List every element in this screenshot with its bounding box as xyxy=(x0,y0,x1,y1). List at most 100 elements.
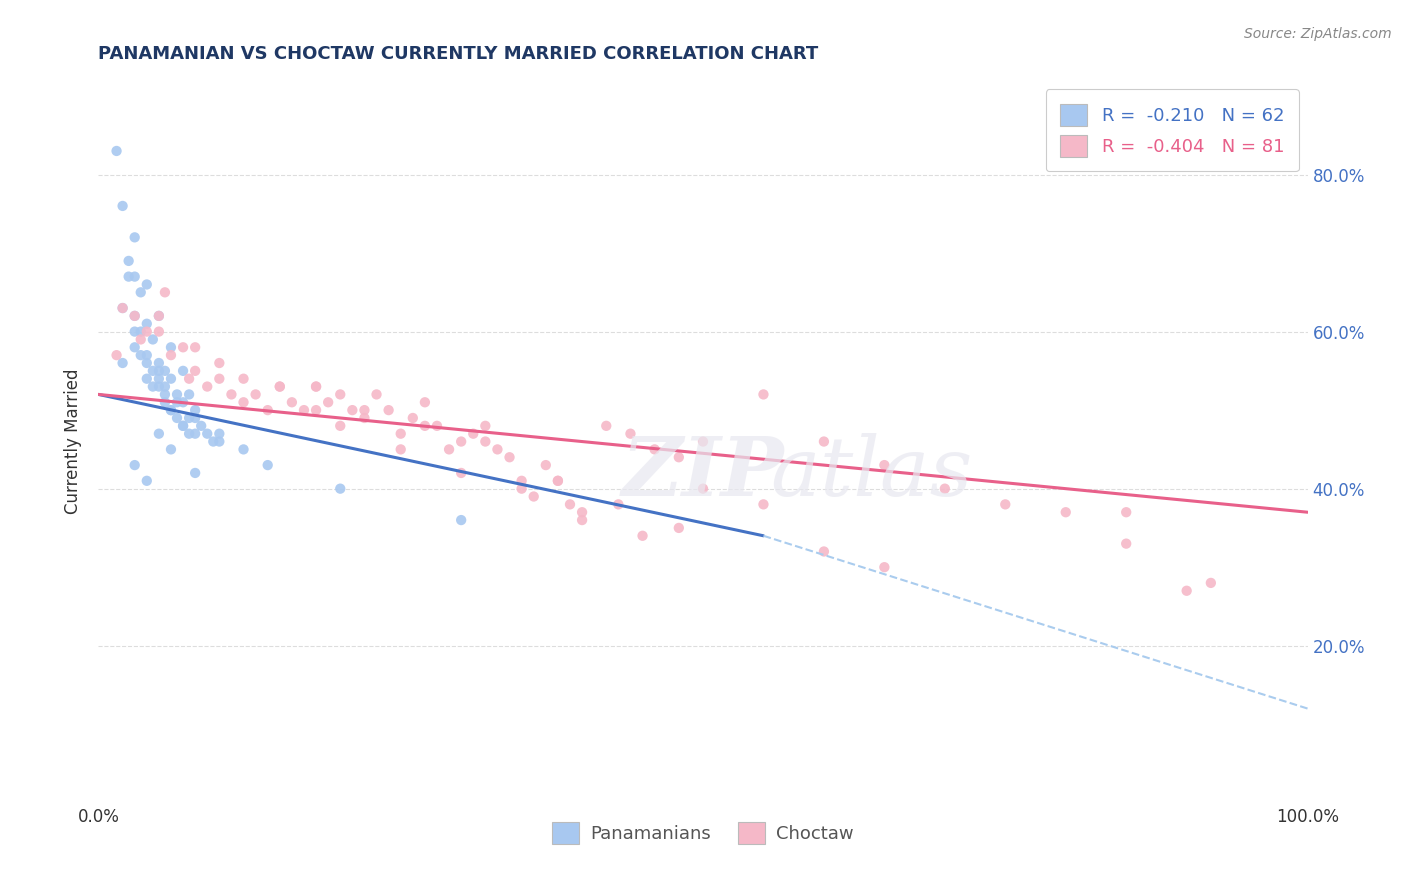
Point xyxy=(118,253,141,268)
Point xyxy=(619,426,641,441)
Point xyxy=(190,418,212,433)
Point xyxy=(148,426,170,441)
Point xyxy=(292,403,315,417)
Point xyxy=(153,387,176,401)
Point xyxy=(184,403,207,417)
Point xyxy=(148,309,170,323)
Point xyxy=(631,529,654,543)
Point xyxy=(153,364,176,378)
Point xyxy=(413,418,436,433)
Point xyxy=(329,482,352,496)
Point xyxy=(160,340,183,354)
Point xyxy=(426,418,449,433)
Point xyxy=(172,340,194,354)
Point xyxy=(221,387,243,401)
Point xyxy=(813,434,835,449)
Point xyxy=(474,434,496,449)
Point xyxy=(668,450,690,465)
Point xyxy=(105,348,128,362)
Point xyxy=(124,458,146,472)
Point xyxy=(172,418,194,433)
Point xyxy=(179,387,201,401)
Text: ZIP: ZIP xyxy=(621,433,785,513)
Point xyxy=(558,497,581,511)
Point xyxy=(148,364,170,378)
Point xyxy=(269,379,291,393)
Point xyxy=(184,411,207,425)
Point xyxy=(256,403,278,417)
Point xyxy=(184,466,207,480)
Point xyxy=(342,403,364,417)
Point xyxy=(124,230,146,244)
Point xyxy=(389,426,412,441)
Point xyxy=(1115,505,1137,519)
Point xyxy=(692,482,714,496)
Point xyxy=(389,442,412,457)
Point xyxy=(329,418,352,433)
Point xyxy=(413,395,436,409)
Point xyxy=(118,269,141,284)
Point xyxy=(129,285,152,300)
Point xyxy=(208,356,231,370)
Point xyxy=(486,442,509,457)
Point xyxy=(135,348,157,362)
Point xyxy=(160,403,183,417)
Point xyxy=(316,395,339,409)
Point xyxy=(934,482,956,496)
Point xyxy=(160,403,183,417)
Point xyxy=(329,387,352,401)
Legend: Panamanians, Choctaw: Panamanians, Choctaw xyxy=(546,815,860,852)
Point xyxy=(166,411,188,425)
Point xyxy=(148,325,170,339)
Point xyxy=(142,379,165,393)
Point xyxy=(353,411,375,425)
Point xyxy=(571,513,593,527)
Point xyxy=(135,356,157,370)
Point xyxy=(179,426,201,441)
Point xyxy=(135,277,157,292)
Point xyxy=(232,395,254,409)
Point xyxy=(111,301,134,315)
Point xyxy=(111,356,134,370)
Point xyxy=(305,379,328,393)
Point xyxy=(547,474,569,488)
Point xyxy=(135,317,157,331)
Point xyxy=(124,325,146,339)
Point xyxy=(402,411,425,425)
Y-axis label: Currently Married: Currently Married xyxy=(65,368,83,515)
Point xyxy=(124,340,146,354)
Point xyxy=(510,474,533,488)
Point xyxy=(1054,505,1077,519)
Point xyxy=(474,418,496,433)
Point xyxy=(281,395,304,409)
Point xyxy=(129,333,152,347)
Point xyxy=(105,144,128,158)
Point xyxy=(179,372,201,386)
Point xyxy=(195,426,218,441)
Point xyxy=(166,395,188,409)
Point xyxy=(256,458,278,472)
Point xyxy=(148,379,170,393)
Point xyxy=(184,364,207,378)
Text: Source: ZipAtlas.com: Source: ZipAtlas.com xyxy=(1244,27,1392,41)
Text: PANAMANIAN VS CHOCTAW CURRENTLY MARRIED CORRELATION CHART: PANAMANIAN VS CHOCTAW CURRENTLY MARRIED … xyxy=(98,45,818,63)
Point xyxy=(153,395,176,409)
Point xyxy=(184,340,207,354)
Point xyxy=(135,372,157,386)
Point xyxy=(873,560,896,574)
Point xyxy=(124,309,146,323)
Point xyxy=(377,403,399,417)
Point xyxy=(232,372,254,386)
Point xyxy=(269,379,291,393)
Point xyxy=(135,325,157,339)
Text: atlas: atlas xyxy=(770,433,973,513)
Point xyxy=(232,442,254,457)
Point xyxy=(160,372,183,386)
Point xyxy=(752,497,775,511)
Point xyxy=(202,434,225,449)
Point xyxy=(813,544,835,558)
Point xyxy=(129,325,152,339)
Point xyxy=(172,418,194,433)
Point xyxy=(111,199,134,213)
Point xyxy=(644,442,666,457)
